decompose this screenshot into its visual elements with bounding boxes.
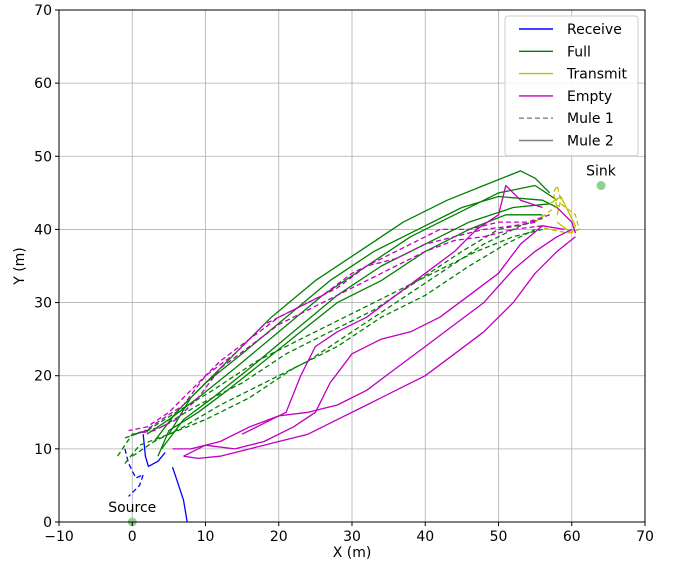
series-line-empty <box>556 207 577 234</box>
series-line-empty <box>172 228 573 450</box>
series-line-full <box>117 221 536 457</box>
series-line-empty <box>241 184 543 435</box>
legend-label: Full <box>567 44 591 60</box>
series-line-full <box>124 228 543 439</box>
series-line-empty <box>132 225 543 435</box>
series-line-full <box>124 228 536 464</box>
point-label-source: Source <box>108 500 156 516</box>
series-line-transmit <box>534 203 580 234</box>
x-axis-label: X (m) <box>333 545 372 561</box>
legend-label: Mule 2 <box>567 134 614 150</box>
y-tick-label: 60 <box>34 76 52 92</box>
y-tick-label: 70 <box>34 3 52 19</box>
x-tick-label: 0 <box>128 529 137 545</box>
x-tick-label: 20 <box>270 529 288 545</box>
legend-label: Empty <box>567 89 612 105</box>
series-line-full <box>157 214 543 457</box>
x-tick-label: 70 <box>636 529 654 545</box>
x-tick-label: 30 <box>343 529 361 545</box>
series-line-empty <box>139 214 551 435</box>
x-tick-label: 60 <box>563 529 581 545</box>
legend-label: Transmit <box>566 67 628 83</box>
y-tick-label: 40 <box>34 222 52 238</box>
point-label-sink: Sink <box>586 164 617 180</box>
y-tick-label: 20 <box>34 369 52 385</box>
y-tick-label: 10 <box>34 442 52 458</box>
series-line-empty <box>183 236 576 460</box>
series-line-receive <box>142 434 166 468</box>
legend-label: Receive <box>567 22 622 38</box>
series-line-full <box>131 217 543 457</box>
x-tick-label: 40 <box>416 529 434 545</box>
series-line-transmit <box>552 184 562 215</box>
series-group <box>117 170 580 523</box>
x-tick-label: 50 <box>490 529 508 545</box>
legend-label: Mule 1 <box>567 111 614 127</box>
x-tick-label: 10 <box>197 529 215 545</box>
y-axis-label: Y (m) <box>12 247 28 286</box>
y-tick-label: 30 <box>34 296 52 312</box>
point-sink <box>596 181 606 191</box>
y-tick-label: 50 <box>34 149 52 165</box>
series-line-empty <box>128 221 536 432</box>
series-line-receive <box>124 448 144 497</box>
series-line-receive <box>171 466 188 523</box>
legend: Receive Full Transmit Empty Mule 1 Mule 2 <box>504 15 639 157</box>
x-tick-label: −10 <box>44 529 74 545</box>
y-tick-label: 0 <box>43 515 52 531</box>
series-line-empty <box>183 225 565 457</box>
annotation-points: Sink Source <box>108 164 617 527</box>
